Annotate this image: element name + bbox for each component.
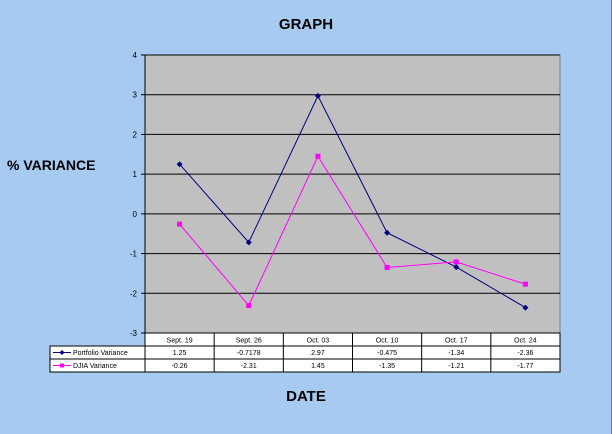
plot-area [144, 54, 561, 334]
y-tick-label: -3 [130, 329, 138, 338]
table-cell: -1.77 [517, 363, 533, 370]
y-tick-label: -1 [130, 250, 138, 259]
data-point [384, 264, 390, 270]
y-tick-label: 2 [133, 130, 138, 139]
y-tick-label: 3 [133, 91, 138, 100]
data-point [245, 239, 252, 246]
data-point [314, 92, 321, 99]
x-tick-label: Oct. 03 [307, 338, 330, 345]
x-axis-title: DATE [286, 388, 326, 405]
table-cell: -0.7178 [237, 350, 261, 357]
table-cell: -2.36 [517, 350, 533, 357]
table-cell: -1.21 [448, 363, 464, 370]
legend-label: DJIA Variance [73, 363, 117, 370]
table-cell: 2.97 [311, 350, 325, 357]
x-tick-label: Oct. 24 [514, 338, 537, 345]
data-point [453, 259, 459, 265]
data-point [246, 303, 252, 309]
data-point [176, 161, 183, 168]
data-point [177, 221, 183, 227]
table-cell: -0.26 [172, 363, 188, 370]
series-line [179, 155, 526, 307]
legend-label: Portfolio Variance [73, 350, 128, 357]
legend-key-marker [60, 363, 64, 368]
x-tick-label: Oct. 10 [376, 338, 399, 345]
series-line [179, 94, 526, 309]
y-axis-title: % VARIANCE [7, 157, 96, 173]
y-tick-label: 4 [133, 51, 138, 60]
y-tick-label: 0 [133, 210, 138, 219]
data-point [315, 153, 321, 159]
x-tick-label: Sept. 26 [236, 338, 262, 345]
table-cell: 1.45 [311, 363, 325, 370]
legend-key-marker [59, 350, 65, 355]
table-cell: -2.31 [241, 363, 257, 370]
table-cell: -1.34 [448, 350, 464, 357]
table-cell: 1.25 [173, 350, 187, 357]
x-tick-label: Sept. 19 [167, 338, 193, 345]
chart-title: GRAPH [278, 16, 334, 33]
y-tick-label: 1 [133, 170, 138, 179]
data-point [522, 304, 529, 311]
x-tick-label: Oct. 17 [445, 338, 468, 345]
table-cell: -1.35 [379, 363, 395, 370]
data-point [453, 264, 460, 271]
data-point [384, 229, 391, 236]
y-tick-label: -2 [130, 289, 138, 298]
table-cell: -0.475 [377, 350, 397, 357]
data-point [522, 281, 528, 287]
